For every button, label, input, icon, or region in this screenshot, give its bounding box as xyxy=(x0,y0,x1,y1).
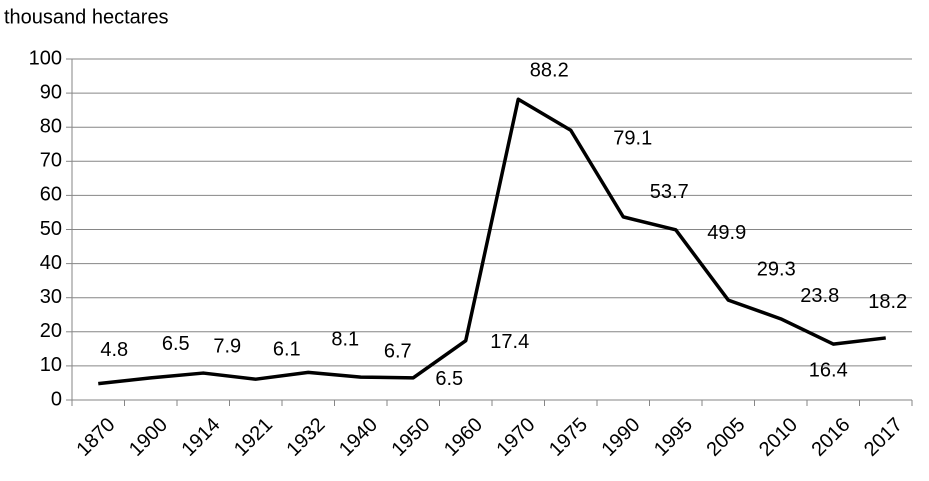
x-tick-label: 2005 xyxy=(702,414,749,461)
y-tick-label: 80 xyxy=(40,115,62,137)
x-tick-label: 1990 xyxy=(597,414,644,461)
x-tick-label: 1921 xyxy=(230,414,277,461)
y-tick-label: 10 xyxy=(40,354,62,376)
data-label: 49.9 xyxy=(707,222,746,244)
data-label: 16.4 xyxy=(809,359,848,381)
x-tick-label: 1914 xyxy=(177,414,224,461)
data-label: 17.4 xyxy=(490,331,529,353)
y-tick-label: 0 xyxy=(51,388,62,410)
data-label: 6.1 xyxy=(273,338,301,360)
data-label: 18.2 xyxy=(868,291,907,313)
x-tick-label: 1950 xyxy=(387,414,434,461)
y-tick-label: 60 xyxy=(40,184,62,206)
x-tick-label: 1870 xyxy=(72,414,119,461)
data-label: 23.8 xyxy=(800,285,839,307)
data-label: 7.9 xyxy=(213,335,241,357)
y-tick-label: 40 xyxy=(40,252,62,274)
data-label: 4.8 xyxy=(100,339,128,361)
data-label: 79.1 xyxy=(613,128,652,150)
x-tick-label: 1932 xyxy=(282,414,329,461)
data-label: 6.7 xyxy=(384,340,412,362)
x-tick-label: 1970 xyxy=(492,414,539,461)
x-tick-label: 2010 xyxy=(755,414,802,461)
x-tick-label: 1960 xyxy=(440,414,487,461)
y-tick-label: 30 xyxy=(40,286,62,308)
data-label: 6.5 xyxy=(162,333,190,355)
y-tick-label: 20 xyxy=(40,320,62,342)
x-tick-label: 1940 xyxy=(335,414,382,461)
y-tick-label: 90 xyxy=(40,81,62,103)
data-label: 53.7 xyxy=(650,181,689,203)
data-label: 6.5 xyxy=(435,368,463,390)
x-tick-label: 1995 xyxy=(650,414,697,461)
x-tick-label: 2016 xyxy=(807,414,854,461)
y-tick-label: 70 xyxy=(40,150,62,172)
y-axis-label: thousand hectares xyxy=(4,6,169,28)
y-tick-label: 100 xyxy=(29,47,62,69)
data-line xyxy=(98,97,886,386)
data-label: 88.2 xyxy=(530,60,569,82)
data-label: 8.1 xyxy=(331,329,359,351)
x-tick-label: 2017 xyxy=(860,414,907,461)
x-tick-label: 1900 xyxy=(125,414,172,461)
x-tick-label: 1975 xyxy=(545,414,592,461)
y-tick-label: 50 xyxy=(40,218,62,240)
data-label: 29.3 xyxy=(757,258,796,280)
